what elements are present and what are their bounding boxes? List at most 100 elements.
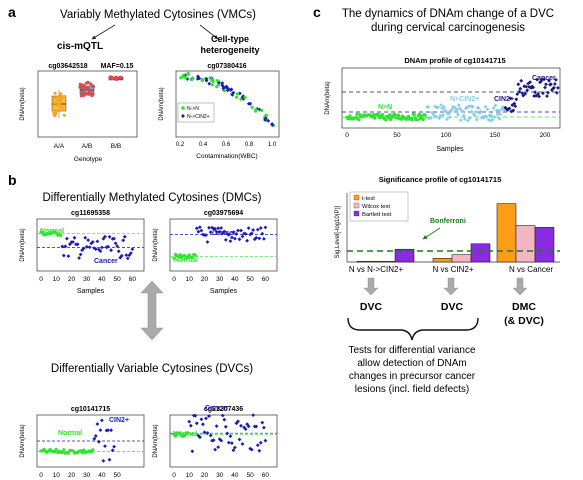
heterogeneity-point-n-cin2 bbox=[183, 73, 187, 78]
heterogeneity-xlabel: Contamination(WBC) bbox=[196, 153, 257, 160]
panel-b-point-normal bbox=[62, 448, 66, 452]
profile-point-n-cin2 bbox=[471, 112, 476, 117]
profile-point-n-n bbox=[355, 112, 359, 116]
panel-b-point-normal bbox=[80, 451, 84, 455]
panel-b-plot-1: cg11695358 DNAm(beta) Normal Cancer 0 10 20 30 4… bbox=[20, 210, 145, 295]
legend-wilcox-swatch bbox=[353, 202, 360, 209]
panel-b-point-other bbox=[106, 244, 110, 249]
panel-b-point-other bbox=[243, 232, 248, 236]
panel-b-point-other bbox=[245, 238, 249, 243]
panel-b-point-other bbox=[106, 428, 110, 433]
panel-b-point-other bbox=[240, 442, 245, 446]
panel-b-xtick: 20 bbox=[68, 472, 76, 479]
significance-legend: t-test Wilcox test Bartlett test bbox=[349, 191, 409, 222]
panel-b-point-other bbox=[237, 437, 242, 442]
heterogeneity-point-n-cin2 bbox=[204, 78, 209, 83]
profile-point-n-cin2 bbox=[489, 113, 494, 118]
panel-b-point-other bbox=[201, 422, 205, 427]
panel-b-point-other bbox=[115, 244, 120, 248]
panel-b-point-other bbox=[109, 248, 113, 253]
panel-b-xtick: 60 bbox=[262, 276, 270, 283]
profile-point-n-n bbox=[381, 112, 385, 117]
profile-point-n-n bbox=[357, 118, 361, 122]
profile-point-n-cin2 bbox=[494, 108, 499, 113]
mqtl-points bbox=[52, 75, 123, 118]
panel-b-point-other bbox=[202, 430, 207, 435]
legend-n-n-marker bbox=[181, 106, 185, 110]
panel-b-xtick: 20 bbox=[68, 276, 76, 283]
profile-point-n-cin2 bbox=[444, 110, 448, 114]
profile-point-cin2 bbox=[511, 108, 516, 113]
profile-point-n-cin2 bbox=[468, 104, 473, 108]
profile-point-n-cin2 bbox=[439, 103, 443, 107]
panel-b-point-other bbox=[95, 239, 100, 244]
mqtl-point bbox=[90, 84, 95, 88]
panel-b-point-other bbox=[119, 253, 124, 258]
outcome-arrows bbox=[363, 277, 528, 296]
profile-point-n-cin2 bbox=[443, 108, 447, 112]
panel-b-point-other bbox=[220, 413, 225, 418]
panel-b-point-other bbox=[113, 241, 118, 246]
panel-b-xtick: 60 bbox=[262, 472, 270, 479]
panel-b-point-other bbox=[239, 228, 243, 233]
panel-b-point-other bbox=[84, 244, 89, 249]
panel-b-point-other bbox=[65, 236, 69, 241]
heterogeneity-probe-label: cg07380416 bbox=[207, 63, 246, 70]
panel-b-point-other bbox=[228, 434, 233, 439]
profile-point-n-n bbox=[373, 116, 377, 120]
panel-b-xtick: 40 bbox=[231, 276, 239, 283]
panel-b-point-other bbox=[231, 448, 236, 453]
panel-b-xtick: 0 bbox=[39, 472, 43, 479]
legend-n-cin2-marker bbox=[181, 114, 185, 118]
profile-label-n-n: N>N bbox=[378, 104, 392, 111]
mqtl-point bbox=[53, 108, 57, 113]
profile-point-n-cin2 bbox=[426, 105, 431, 109]
profile-point-n-cin2 bbox=[461, 113, 466, 118]
double-arrow-shape bbox=[140, 280, 164, 341]
panel-b-probe-label: cg21207436 bbox=[204, 406, 243, 413]
panel-b-point-other bbox=[80, 248, 84, 252]
panel-b-point-other bbox=[204, 233, 208, 237]
panel-b-point-other bbox=[107, 457, 112, 462]
panel-b-point-other bbox=[260, 231, 265, 236]
panel-b-normal-label: Normal bbox=[174, 257, 198, 264]
panel-b-xtick: 20 bbox=[201, 276, 209, 283]
profile-point-cancer bbox=[544, 82, 548, 87]
panel-b-point-other bbox=[103, 234, 107, 239]
panel-b-point-other bbox=[121, 238, 126, 243]
profile-point-cancer bbox=[524, 84, 529, 89]
heterogeneity-point-n-cin2 bbox=[224, 84, 229, 89]
profile-xtick-100: 100 bbox=[441, 132, 452, 139]
panel-b-point-other bbox=[223, 238, 228, 242]
panel-b-ylabel: DNAm(beta) bbox=[20, 424, 26, 457]
heterogeneity-point-n-cin2 bbox=[248, 101, 253, 106]
mqtl-point bbox=[78, 82, 82, 86]
panel-b-point-other bbox=[125, 256, 130, 261]
het-xtick-3: 0.6 bbox=[222, 142, 231, 148]
mqtl-point bbox=[86, 80, 90, 84]
profile-point-n-cin2 bbox=[496, 108, 501, 113]
panel-b-point-other bbox=[66, 254, 71, 258]
mqtl-point bbox=[91, 92, 95, 96]
arrow-to-heterogeneity bbox=[199, 24, 219, 40]
significance-ylabel: Sig.Level[-log10(P)] bbox=[335, 205, 341, 258]
mqtl-point bbox=[109, 75, 113, 79]
down-arrow-3 bbox=[512, 277, 528, 296]
profile-point-cin2 bbox=[510, 103, 515, 107]
panel-b-ylabel: DNAm(beta) bbox=[153, 228, 159, 261]
significance-bar-wilcox-test bbox=[375, 260, 396, 263]
profile-point-n-cin2 bbox=[463, 106, 468, 111]
panel-b-point-other bbox=[214, 424, 219, 428]
profile-point-n-cin2 bbox=[438, 113, 442, 118]
panel-b-point-other bbox=[243, 427, 248, 431]
profile-point-n-n bbox=[421, 117, 425, 122]
panel-b-point-other bbox=[208, 433, 213, 438]
panel-b-point-other bbox=[199, 417, 204, 422]
heterogeneity-point-n-cin2 bbox=[221, 85, 226, 90]
panel-b-point-other bbox=[234, 232, 239, 236]
panel-b-point-other bbox=[207, 225, 211, 230]
panel-b-point-other bbox=[204, 416, 208, 421]
panel-b-point-other bbox=[249, 231, 254, 236]
panel-b-point-other bbox=[226, 440, 231, 445]
profile-point-cancer bbox=[538, 80, 542, 85]
